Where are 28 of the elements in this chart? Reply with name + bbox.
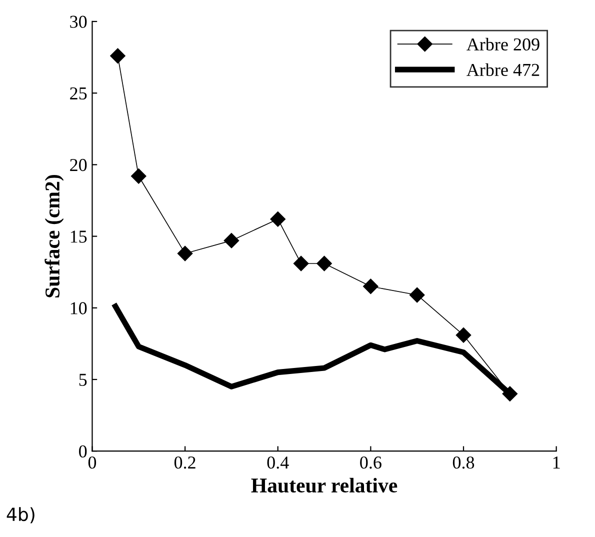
y-tick-label: 0 [79,445,87,458]
point [456,328,472,343]
point [270,212,286,227]
x-tick-label: 0.2 [174,456,196,469]
y-tick-label: 15 [70,230,87,243]
point [177,246,193,262]
x-tick-label: 0.4 [267,456,289,469]
x-tick-label: 1 [553,456,560,468]
point [294,256,309,272]
y-tick-label: 5 [79,374,87,386]
point [363,278,378,294]
legend-label: Arbre 472 [466,63,540,76]
y-tick-label: 20 [70,158,87,172]
point [410,287,425,303]
point [224,233,240,248]
point [131,168,146,184]
y-tick-label: 30 [70,16,87,28]
x-tick-label: 0.6 [360,456,382,469]
y-tick-label: 10 [70,302,87,314]
y-axis-title: Surface (cm2) [44,175,64,298]
text: 4b) [6,507,34,524]
point [110,48,126,64]
x-axis-title: Hauteur relative [251,478,398,493]
y-tick-label: 25 [70,87,87,100]
point [316,256,332,272]
x-tick-label: 0 [88,456,96,469]
legend-label: Arbre 209 [466,38,540,51]
x-tick-label: 0.8 [452,456,474,469]
